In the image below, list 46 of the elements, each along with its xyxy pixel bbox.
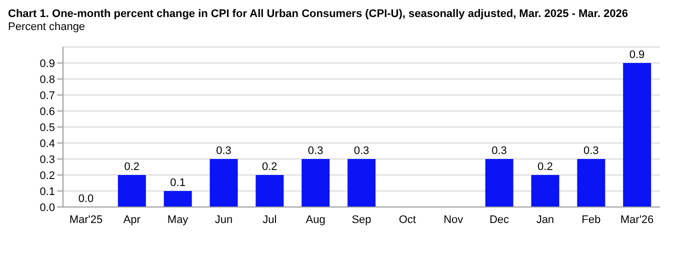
y-tick-label: 0.1 — [40, 186, 55, 198]
y-tick-label: 0.0 — [40, 202, 55, 214]
bar — [348, 159, 376, 207]
y-tick-label: 0.3 — [40, 154, 55, 166]
bar — [302, 159, 330, 207]
y-tick-label: 0.5 — [40, 122, 55, 134]
data-label: 0.3 — [308, 145, 324, 157]
data-label: 0.3 — [583, 145, 599, 157]
data-label: 0.3 — [492, 145, 507, 157]
data-label: 0.3 — [216, 145, 232, 157]
data-label: 0.2 — [538, 161, 553, 173]
data-label: 0.9 — [629, 49, 645, 61]
bar — [531, 175, 560, 207]
chart-title: Chart 1. One-month percent change in CPI for All Urban Consumers (CPI-U), seasonally adjusted, Mar. 2025 - Mar. 2026 — [8, 8, 630, 20]
y-tick-label: 0.8 — [40, 74, 55, 86]
data-label: 0.3 — [354, 145, 370, 157]
y-tick-label: 0.4 — [40, 138, 55, 150]
y-tick-label: 0.7 — [40, 90, 55, 102]
bar — [118, 175, 146, 207]
x-tick-label: Dec — [489, 214, 510, 226]
x-tick-label: Nov — [444, 214, 464, 226]
bar — [210, 159, 238, 207]
bar — [577, 159, 606, 207]
y-axis-title: Percent change — [8, 21, 86, 33]
x-tick-label: Mar'25 — [69, 214, 103, 226]
data-label: 0.0 — [78, 193, 94, 205]
data-label: 0.1 — [170, 177, 186, 189]
x-tick-label: Jan — [536, 214, 554, 226]
bar — [164, 191, 192, 207]
x-tick-label: Mar'26 — [620, 214, 654, 226]
x-tick-label: Sep — [352, 214, 372, 226]
x-tick-label: Jun — [214, 214, 233, 226]
data-label: 0.2 — [124, 161, 140, 173]
y-tick-label: 0.2 — [40, 170, 55, 182]
bar — [485, 159, 514, 207]
x-tick-label: Jul — [262, 214, 277, 226]
bar — [623, 63, 652, 207]
x-tick-label: Oct — [398, 214, 416, 226]
x-tick-label: May — [167, 214, 189, 226]
x-tick-label: Feb — [582, 214, 601, 226]
y-tick-label: 0.9 — [40, 58, 55, 70]
data-label: 0.2 — [262, 161, 278, 173]
x-tick-label: Apr — [123, 214, 141, 226]
x-tick-label: Aug — [306, 214, 326, 226]
bar — [256, 175, 284, 207]
y-tick-label: 0.6 — [40, 106, 55, 118]
